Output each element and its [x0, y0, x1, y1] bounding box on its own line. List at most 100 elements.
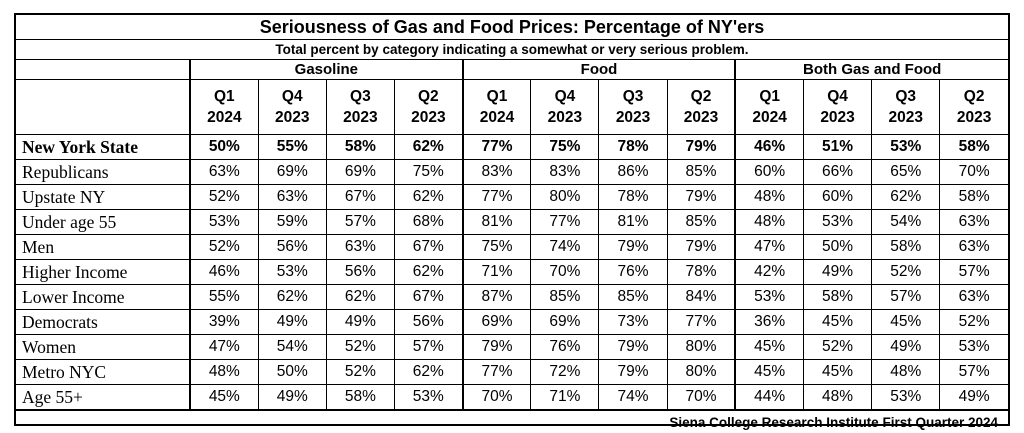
- table-cell: 79%: [461, 334, 531, 360]
- period-quarter: Q3: [622, 88, 644, 105]
- period-quarter: Q4: [827, 88, 848, 105]
- period-header: Q1 2024: [188, 79, 259, 135]
- group-header-row: Gasoline Food Both Gas and Food: [16, 60, 1008, 80]
- table-cell: 57%: [939, 359, 1008, 385]
- table-cell: 54%: [871, 209, 940, 235]
- table-cell: 62%: [393, 134, 463, 160]
- table-figure: Seriousness of Gas and Food Prices: Perc…: [14, 13, 1010, 430]
- table-cell: 55%: [188, 284, 259, 310]
- table-cell: 62%: [393, 359, 463, 385]
- period-header: Q3 2023: [871, 79, 940, 135]
- table-cell: 52%: [939, 309, 1008, 335]
- table-cell: 49%: [257, 384, 327, 411]
- row-label: Higher Income: [16, 259, 190, 285]
- corner-cell: [16, 60, 190, 80]
- table-cell: 68%: [393, 209, 463, 235]
- table-cell: 60%: [734, 159, 804, 185]
- table-cell: 62%: [257, 284, 327, 310]
- period-year: 2024: [752, 109, 787, 126]
- table-cell: 78%: [666, 259, 736, 285]
- table-cell: 39%: [188, 309, 259, 335]
- table-row: Upstate NY 52% 63% 67% 62% 77% 80% 78% 79% 48% 60%…: [16, 184, 1008, 210]
- table-row: Metro NYC 48% 50% 52% 62% 77% 72% 79% 80% 45% 45% 4…: [16, 359, 1008, 385]
- row-label: Metro NYC: [16, 359, 190, 385]
- period-header: Q3 2023: [598, 79, 668, 135]
- period-year: 2023: [547, 109, 583, 126]
- table-cell: 44%: [734, 384, 804, 411]
- group-header: Gasoline: [189, 60, 463, 80]
- table-cell: 50%: [188, 134, 259, 160]
- table-subtitle: Total percent by category indicating a s…: [16, 40, 1008, 60]
- table-cell: 63%: [939, 234, 1008, 260]
- table-cell: 77%: [666, 309, 736, 335]
- table-cell: 57%: [325, 209, 395, 235]
- table-cell: 62%: [393, 259, 463, 285]
- table-cell: 75%: [530, 134, 599, 160]
- table-cell: 45%: [802, 359, 872, 385]
- row-label: Upstate NY: [16, 184, 190, 210]
- table-cell: 58%: [802, 284, 872, 310]
- period-quarter: Q1: [759, 88, 780, 105]
- period-year: 2023: [888, 109, 923, 126]
- table-cell: 52%: [325, 359, 395, 385]
- table-cell: 83%: [530, 159, 599, 185]
- table-cell: 49%: [939, 384, 1008, 411]
- table-cell: 58%: [939, 134, 1008, 160]
- table-cell: 47%: [734, 234, 804, 260]
- period-year: 2023: [956, 109, 992, 126]
- table-cell: 49%: [257, 309, 327, 335]
- table-cell: 42%: [734, 259, 804, 285]
- table-cell: 78%: [598, 184, 668, 210]
- table-row: Under age 55 53% 59% 57% 68% 81% 77% 81% 85% 48% 5…: [16, 209, 1008, 235]
- table-row: Lower Income 55% 62% 62% 67% 87% 85% 85% 84% 53% 5…: [16, 284, 1008, 310]
- table-cell: 48%: [734, 209, 804, 235]
- table-cell: 49%: [871, 334, 940, 360]
- table-cell: 69%: [461, 309, 531, 335]
- table-cell: 45%: [871, 309, 940, 335]
- table-cell: 60%: [802, 184, 872, 210]
- row-label: Republicans: [16, 159, 190, 185]
- period-header: Q4 2023: [257, 79, 327, 135]
- period-year: 2023: [411, 109, 446, 126]
- table-cell: 80%: [666, 359, 736, 385]
- table-cell: 85%: [598, 284, 668, 310]
- table-cell: 63%: [939, 284, 1008, 310]
- period-year: 2024: [479, 109, 515, 126]
- table-cell: 86%: [598, 159, 668, 185]
- table-row: Women 47% 54% 52% 57% 79% 76% 79% 80% 45% 52% 49% 53…: [16, 334, 1008, 360]
- row-label: Under age 55: [16, 209, 190, 235]
- period-header: Q4 2023: [802, 79, 872, 135]
- table-cell: 56%: [325, 259, 395, 285]
- period-header: Q2 2023: [393, 79, 463, 135]
- table-cell: 54%: [257, 334, 327, 360]
- table-cell: 77%: [461, 134, 531, 160]
- table-cell: 52%: [325, 334, 395, 360]
- table-cell: 48%: [802, 384, 872, 411]
- table-cell: 72%: [530, 359, 599, 385]
- row-label: Women: [16, 334, 190, 360]
- table-cell: 62%: [393, 184, 463, 210]
- row-label: Age 55+: [16, 384, 190, 411]
- table-cell: 70%: [939, 159, 1008, 185]
- table-cell: 87%: [461, 284, 531, 310]
- period-header: Q4 2023: [530, 79, 599, 135]
- period-header-row: Q1 2024 Q4 2023 Q3 2023 Q2 2023 Q1 2024 Q4 2023 Q3 20…: [16, 79, 1008, 135]
- table-cell: 67%: [325, 184, 395, 210]
- table-cell: 76%: [598, 259, 668, 285]
- table-row: Republicans 63% 69% 69% 75% 83% 83% 86% 85% 60% 66…: [16, 159, 1008, 185]
- table-cell: 85%: [666, 209, 736, 235]
- period-year: 2024: [207, 109, 242, 126]
- table-row: Higher Income 46% 53% 56% 62% 71% 70% 76% 78% 42%…: [16, 259, 1008, 285]
- table-cell: 56%: [393, 309, 463, 335]
- period-year: 2023: [820, 109, 855, 126]
- table-cell: 57%: [939, 259, 1008, 285]
- table-cell: 48%: [188, 359, 259, 385]
- period-header: Q1 2024: [734, 79, 804, 135]
- period-header: Q2 2023: [666, 79, 736, 135]
- table-cell: 58%: [871, 234, 940, 260]
- table-cell: 70%: [530, 259, 599, 285]
- table-cell: 74%: [598, 384, 668, 411]
- table-cell: 80%: [666, 334, 736, 360]
- table-cell: 58%: [325, 384, 395, 411]
- table-cell: 48%: [871, 359, 940, 385]
